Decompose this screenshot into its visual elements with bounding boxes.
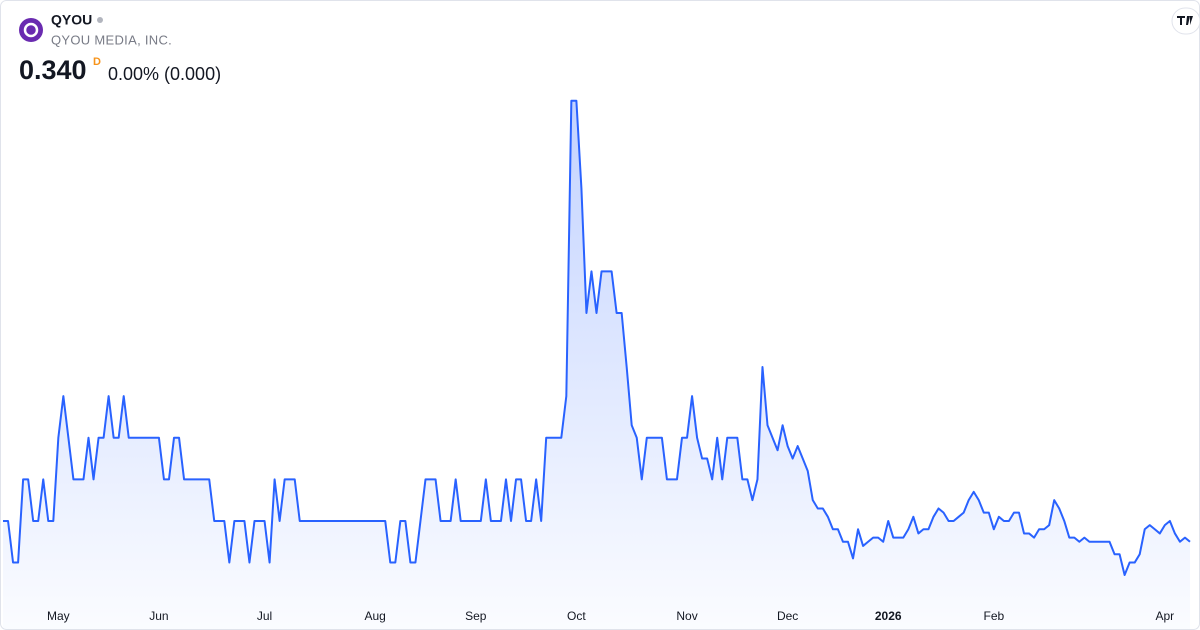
x-tick-label: 2026 <box>875 609 902 623</box>
price-line <box>3 99 1191 577</box>
x-tick-label: Apr <box>1156 609 1175 623</box>
x-tick-label: Aug <box>365 609 386 623</box>
tv-logo-mark <box>1177 16 1193 25</box>
logo <box>19 18 43 42</box>
tv-logo[interactable] <box>1171 7 1200 35</box>
x-tick-label: Oct <box>567 609 586 623</box>
change: 0.00% (0.000) <box>108 64 221 84</box>
status-dot <box>97 17 103 23</box>
x-tick-label: Jun <box>149 609 168 623</box>
area <box>3 100 1190 630</box>
x-tick-label: Dec <box>777 609 798 623</box>
symbol: QYOU <box>51 12 92 28</box>
price: 0.340 <box>19 55 87 85</box>
x-tick-label: Sep <box>465 609 487 623</box>
logo-mark <box>23 22 39 38</box>
x-tick-label: Feb <box>983 609 1004 623</box>
x-tick-label: May <box>47 609 70 623</box>
x-tick-label: Jul <box>257 609 272 623</box>
interval: D <box>93 56 101 68</box>
company: QYOU MEDIA, INC. <box>51 32 172 47</box>
x-tick-label: Nov <box>676 609 697 623</box>
